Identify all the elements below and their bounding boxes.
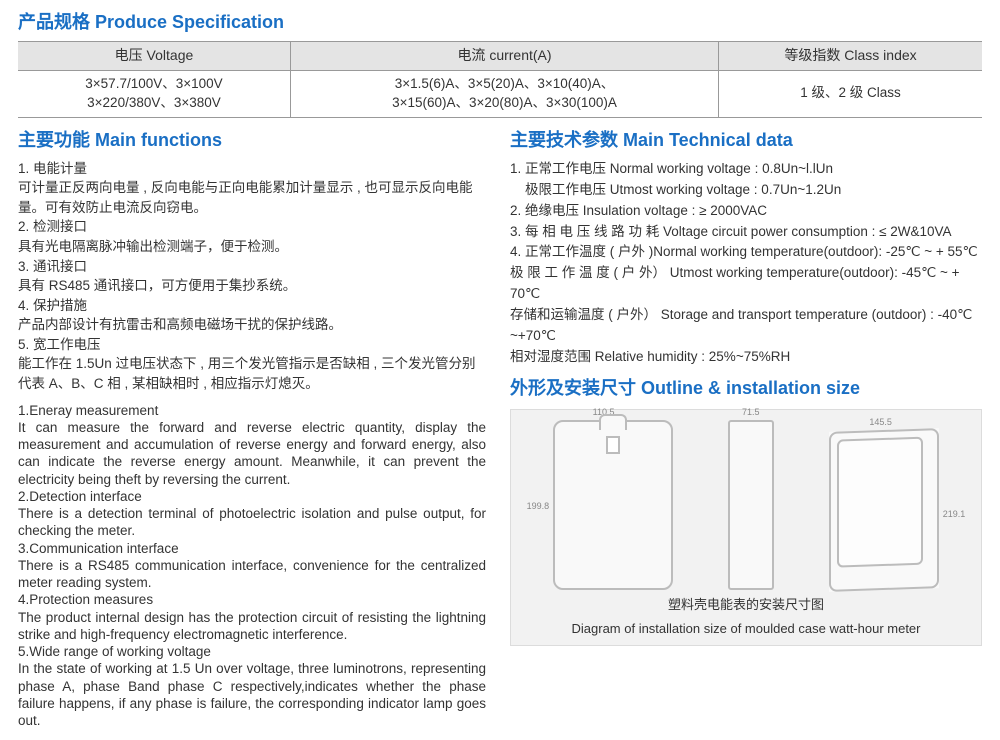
td-current: 3×1.5(6)A、3×5(20)A、3×10(40)A、 3×15(60)A、… (290, 70, 718, 117)
main-functions-en: 1.Eneray measurement It can measure the … (18, 402, 486, 730)
tech-data-body: 1. 正常工作电压 Normal working voltage : 0.8Un… (510, 159, 982, 368)
diagram-caption-en: Diagram of installation size of moulded … (525, 620, 967, 638)
spec-table: 电压 Voltage 电流 current(A) 等级指数 Class inde… (18, 41, 982, 117)
diagram-side-view: 71.5 (728, 420, 774, 590)
th-class: 等级指数 Class index (719, 42, 982, 71)
section-title-main: 主要功能 Main functions (18, 128, 486, 153)
td-class: 1 级、2 级 Class (719, 70, 982, 117)
main-functions-cn: 1. 电能计量 可计量正反两向电量 , 反向电能与正向电能累加计量显示 , 也可… (18, 159, 486, 394)
section-title-install: 外形及安装尺寸 Outline & installation size (510, 376, 982, 401)
section-title-tech: 主要技术参数 Main Technical data (510, 128, 982, 153)
th-voltage: 电压 Voltage (18, 42, 290, 71)
section-title-spec: 产品规格 Produce Specification (18, 10, 982, 35)
diagram-caption-cn: 塑料壳电能表的安装尺寸图 (525, 596, 967, 614)
td-voltage: 3×57.7/100V、3×100V 3×220/380V、3×380V (18, 70, 290, 117)
diagram-front-view: 110.5 199.8 (553, 420, 673, 590)
th-current: 电流 current(A) (290, 42, 718, 71)
install-diagram-box: 110.5 199.8 71.5 145.5 219.1 塑料壳电能表的安装尺寸… (510, 409, 982, 645)
diagram-iso-view: 145.5 219.1 (829, 430, 939, 590)
